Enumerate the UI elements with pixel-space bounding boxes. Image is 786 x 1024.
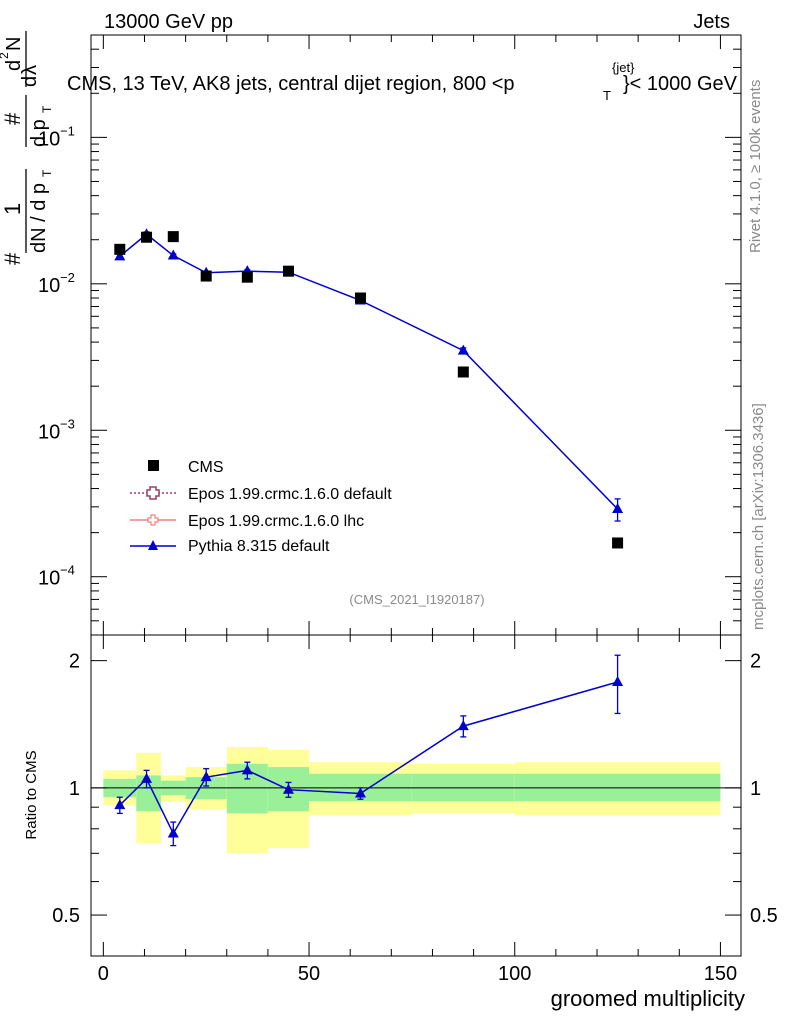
plot-title-main: CMS, 13 TeV, AK8 jets, central dijet reg… [67,73,515,95]
ratio-y-tick-label-left-0.5: 0.5 [52,905,80,927]
pythia-ratio-point-2 [167,827,179,838]
cms-data-point-4 [241,271,253,283]
legend-cms-label: CMS [188,459,224,476]
main-y-tick-exp-0: −4 [60,563,75,578]
mcplots-label: mcplots.cern.ch [arXiv:1306.3436] [750,403,767,630]
y-label-denominator: dN / d p [28,183,50,253]
ratio-y-tick-label-right-1: 1 [750,778,761,800]
cms-data-point-3 [200,270,212,282]
main-y-tick-label-1: 10 [38,421,60,443]
pythia-ratio-point-7 [457,720,469,731]
ratio-y-axis-label: Ratio to CMS [23,750,40,839]
y-label-d2-n: N [3,37,25,51]
ratio-plot-frame [90,634,742,957]
legend: CMS Epos 1.99.crmc.1.6.0 default Epos 1.… [130,459,392,555]
cms-data-point-0 [114,243,126,255]
pythia-ratio-point-3 [200,771,212,782]
y-label-d2-exponent: 2 [0,52,11,59]
main-y-tick-exp-3: −1 [60,123,75,138]
main-y-tick-label-2: 10 [38,275,60,297]
y-label-d: d [19,76,41,87]
header-right-label: Jets [693,11,730,33]
rivet-version-label: Rivet 4.1.0, ≥ 100k events [747,80,764,253]
y-label-numerator-one: 1 [0,203,25,215]
y-label-dp: d p [28,119,50,147]
pythia-ratio-point-5 [282,783,294,794]
legend-epos-default-label: Epos 1.99.crmc.1.6.0 default [188,486,392,503]
axis-ticks [91,34,741,957]
ratio-plot-series [114,654,624,847]
x-tick-label-100: 100 [498,963,531,985]
x-tick-label-150: 150 [704,963,737,985]
plot-title-subscript: T [603,88,611,103]
y-label-dp-subscript: T [40,105,54,113]
legend-pythia-label: Pythia 8.315 default [188,538,330,555]
x-tick-label-0: 0 [98,963,109,985]
pythia-ratio-point-8 [612,676,624,687]
pythia-main-point-2 [167,249,179,260]
cms-data-point-6 [354,292,366,304]
legend-cms-marker [148,460,159,471]
pythia-main-point-8 [612,503,624,514]
x-axis-label: groomed multiplicity [551,986,745,1011]
main-y-tick-label-3: 10 [38,128,60,150]
main-y-tick-label-0: 10 [38,568,60,590]
header-left-label: 13000 GeV pp [104,11,233,33]
legend-pythia-marker [148,540,158,550]
cms-data-point-2 [167,231,179,243]
pythia-main-point-7 [457,344,469,355]
pythia-ratio-point-0 [114,799,126,810]
y-label-hash-2: # [0,112,25,125]
x-tick-label-50: 50 [298,963,320,985]
cms-data-point-1 [141,231,153,243]
plot-title-tail: }< 1000 GeV [623,73,738,95]
analysis-id-watermark: (CMS_2021_I1920187) [349,592,484,607]
plot-title-superscript: {jet} [612,60,635,75]
pythia-ratio-point-6 [354,787,366,798]
y-label-denominator-subscript: T [40,169,54,177]
main-y-axis-label: # 1 dN / d p T # d p T d λ d 2 N [0,31,54,265]
y-label-d2-d: d [3,60,25,71]
y-label-hash-1: # [0,252,25,265]
plot-title: CMS, 13 TeV, AK8 jets, central dijet reg… [67,60,738,103]
legend-epos-lhc-marker [147,514,159,526]
main-y-tick-exp-1: −3 [60,416,75,431]
legend-epos-default-marker [146,486,160,500]
cms-data-point-8 [612,537,624,549]
ratio-y-tick-label-left-2: 2 [69,651,80,673]
main-plot-series [114,228,624,549]
main-y-tick-exp-2: −2 [60,270,75,285]
y-label-lambda: λ [19,65,41,75]
cms-data-point-5 [282,265,294,277]
pythia-main-point-0 [114,250,126,261]
cms-data-point-7 [457,366,469,378]
ratio-y-tick-label-left-1: 1 [69,778,80,800]
pythia-ratio-point-4 [241,764,253,775]
ratio-y-tick-label-right-0.5: 0.5 [750,905,778,927]
legend-epos-lhc-label: Epos 1.99.crmc.1.6.0 lhc [188,513,364,530]
pythia-ratio-point-1 [141,772,153,783]
ratio-uncertainty-bands [103,746,721,854]
ratio-y-tick-label-right-2: 2 [750,651,761,673]
